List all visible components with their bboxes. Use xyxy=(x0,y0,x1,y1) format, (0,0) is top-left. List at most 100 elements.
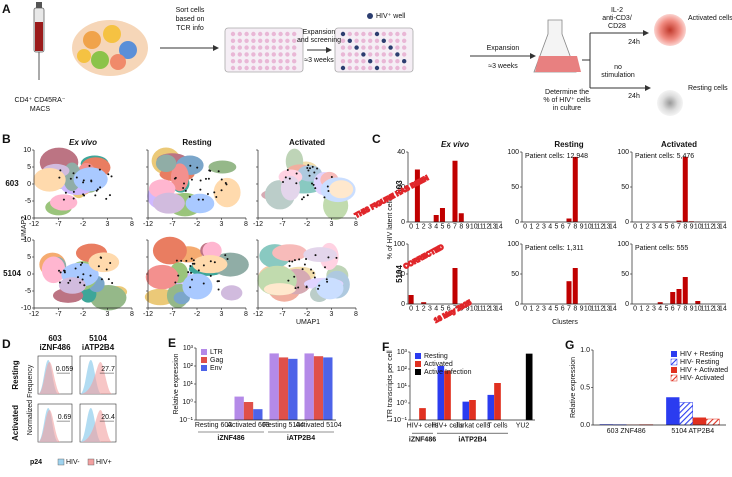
x-tick-label: 11 xyxy=(700,223,707,230)
umap-hiv-cell xyxy=(81,261,84,264)
x-tick-label: -12 xyxy=(143,311,153,318)
plate-well xyxy=(258,38,263,43)
y-tick-label: -10 xyxy=(21,215,31,222)
x-tick-label: -2 xyxy=(194,221,200,228)
y-tick-label: 100 xyxy=(507,149,519,156)
x-tick-label: 7 xyxy=(677,223,681,230)
plate-well xyxy=(361,31,366,37)
x-tick-label: 11 xyxy=(590,305,597,312)
umap-hiv-cell xyxy=(294,287,297,290)
umap-hiv-cell xyxy=(69,279,72,282)
x-tick-label: 13 xyxy=(713,223,721,230)
plate-well xyxy=(237,31,242,37)
umap-plot xyxy=(257,242,350,303)
umap-hiv-cell xyxy=(325,278,328,281)
plate-well xyxy=(381,65,386,71)
bar xyxy=(487,394,495,420)
label: ≈3 weeks xyxy=(304,57,334,64)
plate-well xyxy=(285,65,290,71)
x-tick-label: 3 xyxy=(106,221,110,228)
umap-hiv-cell xyxy=(311,165,314,168)
legend-swatch xyxy=(87,458,95,466)
bar xyxy=(234,396,244,420)
x-tick-label: 8 xyxy=(244,221,248,228)
y-tick-label: 50 xyxy=(511,271,519,278)
x-tick-label: 8 xyxy=(573,305,577,312)
umap-cluster xyxy=(208,160,237,174)
hist-pos xyxy=(38,362,61,394)
bar xyxy=(666,397,680,425)
umap-cluster xyxy=(41,256,66,284)
legend-label: HIV + Activated xyxy=(680,367,728,374)
label: 5104 xyxy=(3,269,21,278)
x-tick-label: 0 xyxy=(633,223,637,230)
axes xyxy=(521,152,616,223)
plate-well xyxy=(347,45,352,50)
label: UMAP1 xyxy=(296,319,320,326)
umap-hiv-cell xyxy=(291,260,294,263)
umap-hiv-cell xyxy=(69,177,72,180)
x-tick-label: 12 xyxy=(482,223,490,230)
umap-hiv-cell xyxy=(196,166,199,169)
y-tick-label: 50 xyxy=(621,184,629,191)
umap-hiv-cell xyxy=(287,279,290,282)
x-tick-label: Jurkat cells xyxy=(455,422,491,429)
y-tick-label: 40 xyxy=(397,149,405,156)
umap-hiv-cell xyxy=(88,164,91,167)
x-tick-label: 5 xyxy=(665,305,669,312)
umap-hiv-cell xyxy=(305,286,308,289)
umap-hiv-cell xyxy=(72,172,75,175)
x-tick-label: 7 xyxy=(677,305,681,312)
x-tick-label: -12 xyxy=(143,221,153,228)
umap-hiv-cell xyxy=(192,259,195,262)
plate-well xyxy=(230,45,236,50)
bar xyxy=(288,358,298,420)
plate-well xyxy=(361,38,366,43)
x-tick-label: 6 xyxy=(671,223,675,230)
panel-letter: G xyxy=(565,338,574,352)
x-tick-label: -12 xyxy=(253,221,263,228)
y-tick-label: 10⁰ xyxy=(396,399,407,407)
umap-hiv-cell xyxy=(220,178,223,181)
x-tick-label: 14 xyxy=(609,223,617,230)
umap-hiv-cell xyxy=(67,281,70,284)
plate-well xyxy=(381,31,386,37)
x-tick-label: 3 xyxy=(428,305,432,312)
umap-cluster xyxy=(329,180,354,199)
y-tick-label: 5 xyxy=(27,164,31,171)
bar xyxy=(676,289,682,304)
x-tick-label: 8 xyxy=(459,223,463,230)
umap-hiv-cell xyxy=(100,256,103,259)
bar xyxy=(566,218,572,222)
x-tick-label: 603 ZNF486 xyxy=(607,428,646,435)
x-tick-label: 3 xyxy=(330,311,334,318)
x-tick-label: 3 xyxy=(542,305,546,312)
plate-well xyxy=(264,45,270,50)
x-tick-label: 14 xyxy=(719,305,727,312)
x-tick-label: 5104 ATP2B4 xyxy=(671,428,714,435)
legend-swatch xyxy=(201,349,207,355)
x-tick-label: 5 xyxy=(441,305,445,312)
plate-well xyxy=(347,52,352,57)
umap-hiv-cell xyxy=(310,268,313,271)
bar xyxy=(692,417,707,425)
x-tick-label: 6 xyxy=(671,305,675,312)
x-tick-label: 8 xyxy=(573,223,577,230)
x-tick-label: 8 xyxy=(683,223,687,230)
umap-hiv-cell xyxy=(187,271,190,274)
label: Expansion xyxy=(303,29,336,36)
umap-cluster xyxy=(263,283,296,296)
umap-hiv-cell xyxy=(72,190,75,193)
umap-hiv-cell xyxy=(190,257,193,260)
y-tick-label: 0 xyxy=(27,181,31,188)
umap-hiv-cell xyxy=(206,193,209,196)
umap-hiv-cell xyxy=(185,259,188,262)
plate-well xyxy=(244,65,249,71)
y-tick-label: 50 xyxy=(511,184,519,191)
umap-hiv-cell xyxy=(293,259,296,262)
y-tick-label: 0.0 xyxy=(580,422,590,429)
label: C xyxy=(372,132,381,146)
umap-cluster xyxy=(185,193,215,214)
x-tick-label: -7 xyxy=(55,221,61,228)
